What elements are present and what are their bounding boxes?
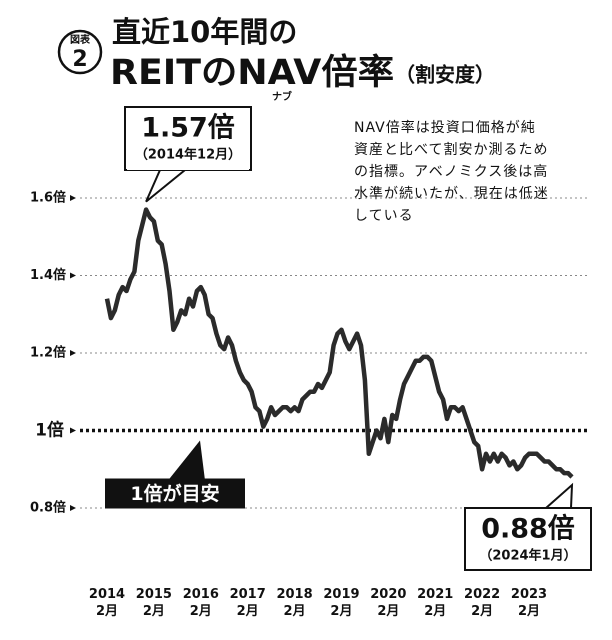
note-line: NAV倍率は投資口価格が純 xyxy=(354,119,536,136)
y-tick-arrow xyxy=(70,195,76,201)
note-line: 資産と比べて割安か測るため xyxy=(354,141,548,158)
x-tick-label: 2014 2月 xyxy=(88,587,126,619)
x-tick-label: 2018 2月 xyxy=(276,587,313,619)
callout-tail xyxy=(145,169,188,203)
reference-label: 1倍が目安 xyxy=(130,482,219,505)
subtitle: REITのNAV倍率 xyxy=(110,53,394,93)
x-tick-label: 2015 2月 xyxy=(135,587,172,619)
x-tick-label: 2021 2月 xyxy=(417,587,454,619)
x-tick-label: 2023 2月 xyxy=(510,587,548,619)
callout-value: 1.57倍 xyxy=(141,112,235,144)
reference-pointer xyxy=(168,440,205,481)
y-tick-arrow xyxy=(70,272,76,279)
y-tick-arrow xyxy=(70,505,76,511)
x-tick-label: 2017 2月 xyxy=(229,587,266,619)
callout-mask xyxy=(467,509,589,512)
callout-box xyxy=(464,507,592,571)
note-line: の指標。アベノミクス後は高 xyxy=(354,163,548,180)
y-tick-arrow xyxy=(70,427,76,434)
note-line: している xyxy=(354,208,414,224)
callout-date: （2024年1月） xyxy=(479,548,576,564)
y-tick-label: 0.8倍 xyxy=(30,500,66,516)
callout-date: （2014年12月） xyxy=(135,147,241,163)
badge-circle xyxy=(57,29,103,75)
y-tick-label: 1.2倍 xyxy=(30,345,66,361)
x-tick-label: 2022 2月 xyxy=(464,587,501,619)
badge-number: 2 xyxy=(72,47,87,72)
callout-box xyxy=(124,106,252,171)
note-line: 水準が続いたが、現在は低迷 xyxy=(354,185,549,202)
callout-tail xyxy=(543,482,574,509)
ruby: ナブ xyxy=(272,90,292,103)
title: 直近10年間の xyxy=(112,15,297,49)
x-tick-label: 2020 2月 xyxy=(370,587,407,619)
y-tick-arrow xyxy=(70,350,76,356)
y-tick-label: 1倍 xyxy=(35,420,64,441)
x-tick-label: 2016 2月 xyxy=(182,587,219,619)
callout-mask xyxy=(127,167,249,170)
subtitle-paren: （割安度） xyxy=(395,63,495,87)
x-tick-label: 2019 2月 xyxy=(323,587,360,619)
callout-value: 0.88倍 xyxy=(481,513,575,545)
data-line xyxy=(104,207,574,479)
y-tick-label: 1.6倍 xyxy=(30,190,66,206)
badge-top: 図表 xyxy=(70,33,91,46)
reference-box xyxy=(105,478,245,509)
y-tick-label: 1.4倍 xyxy=(30,267,66,283)
